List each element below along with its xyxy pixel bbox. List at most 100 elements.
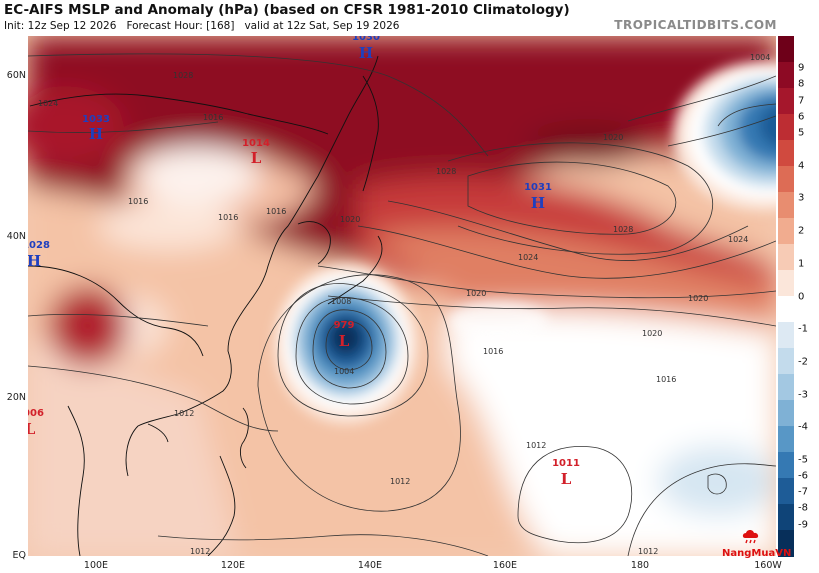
svg-text:L: L xyxy=(251,149,262,167)
anomaly-field xyxy=(28,36,776,556)
isobar-label: 1016 xyxy=(128,197,148,206)
isobar-label: 1016 xyxy=(656,375,676,384)
svg-text:979: 979 xyxy=(334,320,355,331)
colorbar-segment xyxy=(778,348,794,375)
colorbar-label: 0 xyxy=(798,291,805,303)
pacific-low-anomaly xyxy=(673,61,776,211)
high-1033: 1033 H xyxy=(82,114,110,143)
map-title: EC-AIFS MSLP and Anomaly (hPa) (based on… xyxy=(4,2,570,18)
colorbar-label: -7 xyxy=(798,486,808,498)
colorbar-segment xyxy=(778,452,794,479)
svg-text:1006: 1006 xyxy=(28,408,44,419)
lat-label-40n: 40N xyxy=(6,231,26,242)
colorbar-segment xyxy=(778,530,794,557)
lon-label-100e: 100E xyxy=(83,560,109,571)
isobar-label: 1004 xyxy=(750,53,770,62)
isobar-label: 1020 xyxy=(603,133,623,142)
low-979: 979 L xyxy=(334,320,355,350)
isobar-label: 1028 xyxy=(173,71,193,80)
high-1028: 1028 H xyxy=(28,240,50,270)
colorbar-segment xyxy=(778,400,794,427)
high-1031: 1031 H xyxy=(524,182,552,212)
colorbar-segment xyxy=(778,218,794,245)
colorbar-segment xyxy=(778,166,794,193)
isobar-label: 1016 xyxy=(483,347,503,356)
lat-label-20n: 20N xyxy=(6,392,26,403)
forecast-hour: Forecast Hour: [168] xyxy=(126,20,235,32)
typhoon-anomaly xyxy=(274,264,418,424)
isobar-label: 1008 xyxy=(331,297,351,306)
colorbar-label: -4 xyxy=(798,421,808,433)
isobar-label: 1028 xyxy=(436,167,456,176)
isobar-label: 1016 xyxy=(203,113,223,122)
colorbar-label: -6 xyxy=(798,470,808,482)
init-time: Init: 12z Sep 12 2026 xyxy=(4,20,117,32)
isobar-label: 1024 xyxy=(728,235,748,244)
colorbar-label: -5 xyxy=(798,454,808,466)
colorbar-label: 8 xyxy=(798,78,805,90)
colorbar-label: 2 xyxy=(798,225,805,237)
svg-text:H: H xyxy=(531,194,545,212)
colorbar-segment xyxy=(778,426,794,453)
svg-text:H: H xyxy=(28,252,41,270)
colorbar-segment xyxy=(778,244,794,271)
lat-label-60n: 60N xyxy=(6,70,26,81)
valid-time: valid at 12z Sat, Sep 19 2026 xyxy=(244,20,400,32)
anomaly-colorbar xyxy=(778,36,794,557)
isobar-label: 1020 xyxy=(466,289,486,298)
colorbar-label: 3 xyxy=(798,192,805,204)
svg-text:1033: 1033 xyxy=(82,114,110,125)
site-credit: TROPICALTIDBITS.COM xyxy=(614,18,777,32)
isobar-label: 1012 xyxy=(638,547,658,556)
low-1014: 1014 L xyxy=(242,138,270,167)
lon-label-180: 180 xyxy=(630,560,650,571)
isobar-label: 1020 xyxy=(688,294,708,303)
colorbar-label: -1 xyxy=(798,323,808,335)
isobar-label: 1028 xyxy=(613,225,633,234)
colorbar-label: 6 xyxy=(798,111,805,123)
watermark: NangMuaVN xyxy=(722,548,792,559)
isobars xyxy=(28,53,776,556)
colorbar-label: 9 xyxy=(798,62,805,74)
isobar-label: 1020 xyxy=(340,215,360,224)
lon-label-160w: 160W xyxy=(754,560,782,571)
colorbar-segment xyxy=(778,62,794,89)
svg-text:H: H xyxy=(359,44,373,62)
coastlines xyxy=(28,55,383,556)
isobar-label: 1012 xyxy=(390,477,410,486)
colorbar-segment xyxy=(778,374,794,401)
colorbar-segment xyxy=(778,478,794,505)
isobar-label: 1024 xyxy=(38,99,58,108)
colorbar-segment xyxy=(778,88,794,115)
colorbar-label: -2 xyxy=(798,356,808,368)
isobar-label: 1016 xyxy=(218,213,238,222)
isobar-labels: 1028 1024 1016 1016 1016 1016 1020 1028 … xyxy=(38,53,770,556)
lon-label-140e: 140E xyxy=(357,560,383,571)
colorbar-label: -3 xyxy=(798,389,808,401)
isobar-label: 1024 xyxy=(518,253,538,262)
cloud-rain-icon xyxy=(742,530,759,544)
colorbar-label: -9 xyxy=(798,519,808,531)
colorbar-label: 4 xyxy=(798,160,805,172)
colorbar-label: 1 xyxy=(798,258,805,270)
svg-text:1011: 1011 xyxy=(552,458,580,469)
lat-label-eq: EQ xyxy=(12,550,26,561)
svg-text:1028: 1028 xyxy=(28,240,50,251)
high-1030: 1030 H xyxy=(352,36,380,62)
svg-text:L: L xyxy=(339,332,350,350)
colorbar-label: -8 xyxy=(798,502,808,514)
isobar-label: 1016 xyxy=(266,207,286,216)
pressure-systems: 1030 H 1033 H 1014 L 1031 H 1028 H 979 L… xyxy=(28,36,580,488)
svg-text:1014: 1014 xyxy=(242,138,270,149)
colorbar-segment xyxy=(778,192,794,219)
isobar-label: 1020 xyxy=(642,329,662,338)
colorbar-segment xyxy=(778,140,794,167)
lon-label-160e: 160E xyxy=(492,560,518,571)
svg-text:1030: 1030 xyxy=(352,36,380,43)
low-1011: 1011 L xyxy=(552,458,580,488)
colorbar-segment xyxy=(778,322,794,349)
colorbar-segment xyxy=(778,36,794,63)
svg-text:1031: 1031 xyxy=(524,182,552,193)
svg-text:H: H xyxy=(89,125,103,143)
isobar-label: 1012 xyxy=(190,547,210,556)
